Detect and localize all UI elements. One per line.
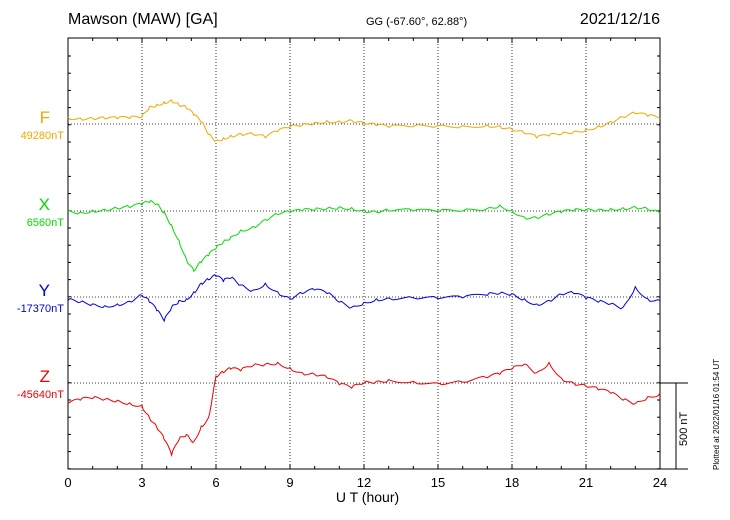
date-label: 2021/12/16 [579, 11, 660, 28]
series-line-z [67, 361, 661, 458]
component-baseline: 6560nT [26, 217, 64, 229]
component-label: X [38, 195, 50, 214]
component-label: Z [39, 367, 50, 386]
x-tick-label: 0 [64, 475, 71, 490]
x-tick-label: 15 [431, 475, 445, 490]
component-label: F [39, 108, 50, 127]
x-tick-label: 6 [212, 475, 219, 490]
component-baseline: -17370nT [16, 303, 64, 315]
series-line-f [67, 99, 661, 143]
station-title: Mawson (MAW) [GA] [68, 11, 218, 28]
coordinates-label: GG (-67.60°, 62.88°) [366, 16, 468, 28]
component-x: X 6560nT [0, 195, 64, 235]
x-tick-label: 18 [505, 475, 519, 490]
x-tick-label: 21 [579, 475, 593, 490]
x-tick-label: 3 [138, 475, 145, 490]
series-line-y [67, 274, 661, 323]
x-tick-label: 24 [653, 475, 667, 490]
plotted-timestamp: Plotted at 2022/01/16 01:54 UT [712, 358, 721, 470]
component-label: Y [38, 281, 50, 300]
x-tick-label: 9 [286, 475, 293, 490]
x-axis-label: U T (hour) [335, 489, 400, 505]
component-f: F 49280nT [0, 108, 64, 148]
component-baseline: -45640nT [16, 389, 64, 401]
scale-bar-label: 500 nT [678, 411, 690, 446]
component-y: Y -17370nT [0, 281, 64, 321]
component-baseline: 49280nT [20, 130, 64, 142]
x-tick-label: 12 [357, 475, 371, 490]
series-line-x [67, 199, 661, 273]
component-z: Z -45640nT [0, 367, 64, 407]
